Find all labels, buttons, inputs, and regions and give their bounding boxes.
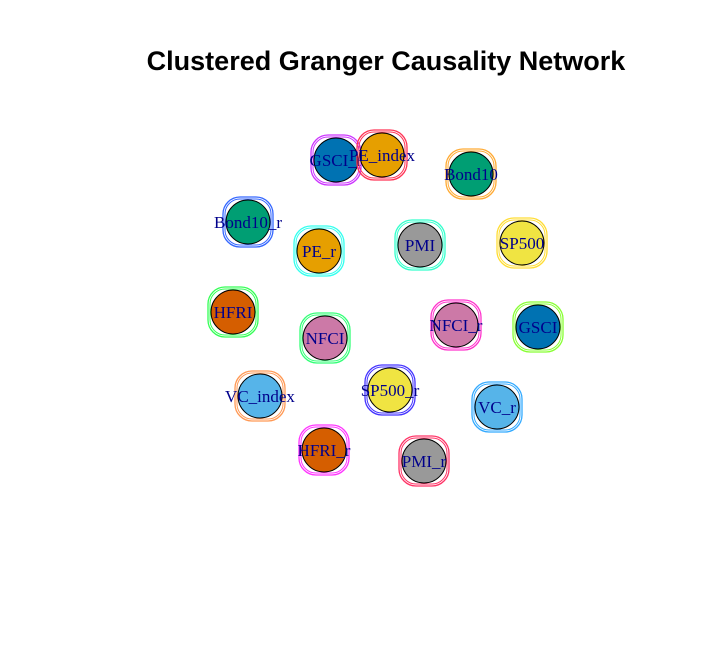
- cluster-halo-inner: [301, 314, 349, 362]
- node-label: SP500: [500, 234, 544, 253]
- node-hfri-r: HFRI_r: [298, 424, 351, 476]
- node-circle: [302, 315, 348, 361]
- cluster-halo: [356, 129, 408, 181]
- cluster-halo-inner: [473, 383, 521, 431]
- node-circle: [401, 438, 447, 484]
- node-circle: [301, 427, 347, 473]
- node-label: SP500_r: [361, 381, 420, 400]
- node-nfci-r: NFCI_r: [430, 299, 483, 351]
- cluster-halo: [234, 370, 286, 422]
- cluster-halo: [496, 217, 548, 269]
- cluster-halo-inner: [400, 437, 448, 485]
- node-label: VC_index: [225, 387, 295, 406]
- node-gsci-r: GSCI_r: [310, 134, 363, 186]
- node-vc-index: VC_index: [225, 370, 295, 422]
- cluster-halo-inner: [432, 301, 480, 349]
- cluster-halo: [299, 312, 351, 364]
- node-label: GSCI: [519, 318, 558, 337]
- node-label: NFCI_r: [430, 316, 483, 335]
- node-pe-r: PE_r: [293, 225, 345, 277]
- node-circle: [433, 302, 479, 348]
- network-nodes: GSCI_rPE_index Bond10 Bond10_r PE_r PMI SP500…: [207, 129, 564, 487]
- node-nfci: NFCI: [299, 312, 351, 364]
- cluster-halo-inner: [224, 198, 272, 246]
- cluster-halo-inner: [236, 372, 284, 420]
- cluster-halo-inner: [366, 366, 414, 414]
- plot-title: Clustered Granger Causality Network: [147, 46, 627, 76]
- node-gsci: GSCI: [512, 301, 564, 353]
- node-pmi-r: PMI_r: [398, 435, 450, 487]
- node-label: Bond10: [444, 165, 498, 184]
- node-circle: [448, 151, 494, 197]
- cluster-halo-inner: [498, 219, 546, 267]
- node-vc-r: VC_r: [471, 381, 523, 433]
- cluster-halo-inner: [295, 227, 343, 275]
- node-label: NFCI: [306, 329, 345, 348]
- cluster-halo: [445, 148, 497, 200]
- node-circle: [397, 222, 443, 268]
- node-label: VC_r: [478, 398, 516, 417]
- cluster-halo: [298, 424, 350, 476]
- cluster-halo: [512, 301, 564, 353]
- node-circle: [225, 199, 271, 245]
- cluster-halo-inner: [514, 303, 562, 351]
- node-circle: [499, 220, 545, 266]
- cluster-halo: [471, 381, 523, 433]
- node-label: GSCI_r: [310, 151, 363, 170]
- node-label: PMI_r: [402, 452, 447, 471]
- cluster-halo: [430, 299, 482, 351]
- node-circle: [210, 289, 256, 335]
- node-circle: [313, 137, 359, 183]
- node-label: HFRI_r: [298, 441, 351, 460]
- node-circle: [474, 384, 520, 430]
- cluster-halo: [398, 435, 450, 487]
- cluster-halo: [364, 364, 416, 416]
- node-sp500-r: SP500_r: [361, 364, 420, 416]
- cluster-halo-inner: [209, 288, 257, 336]
- node-sp500: SP500: [496, 217, 548, 269]
- node-pe-index: PE_index: [349, 129, 416, 181]
- cluster-halo: [394, 219, 446, 271]
- cluster-halo-inner: [447, 150, 495, 198]
- node-circle: [359, 132, 405, 178]
- node-circle: [296, 228, 342, 274]
- cluster-halo-inner: [358, 131, 406, 179]
- cluster-halo-inner: [396, 221, 444, 269]
- node-circle: [515, 304, 561, 350]
- node-label: HFRI: [214, 303, 253, 322]
- cluster-halo: [293, 225, 345, 277]
- node-bond10: Bond10: [444, 148, 498, 200]
- cluster-halo: [207, 286, 259, 338]
- cluster-halo-inner: [300, 426, 348, 474]
- node-bond10-r: Bond10_r: [214, 196, 282, 248]
- node-label: PE_r: [302, 242, 336, 261]
- node-label: Bond10_r: [214, 213, 282, 232]
- node-circle: [237, 373, 283, 419]
- node-circle: [367, 367, 413, 413]
- node-label: PMI: [405, 236, 436, 255]
- cluster-halo: [222, 196, 274, 248]
- node-pmi: PMI: [394, 219, 446, 271]
- node-hfri: HFRI: [207, 286, 259, 338]
- node-label: PE_index: [349, 146, 416, 165]
